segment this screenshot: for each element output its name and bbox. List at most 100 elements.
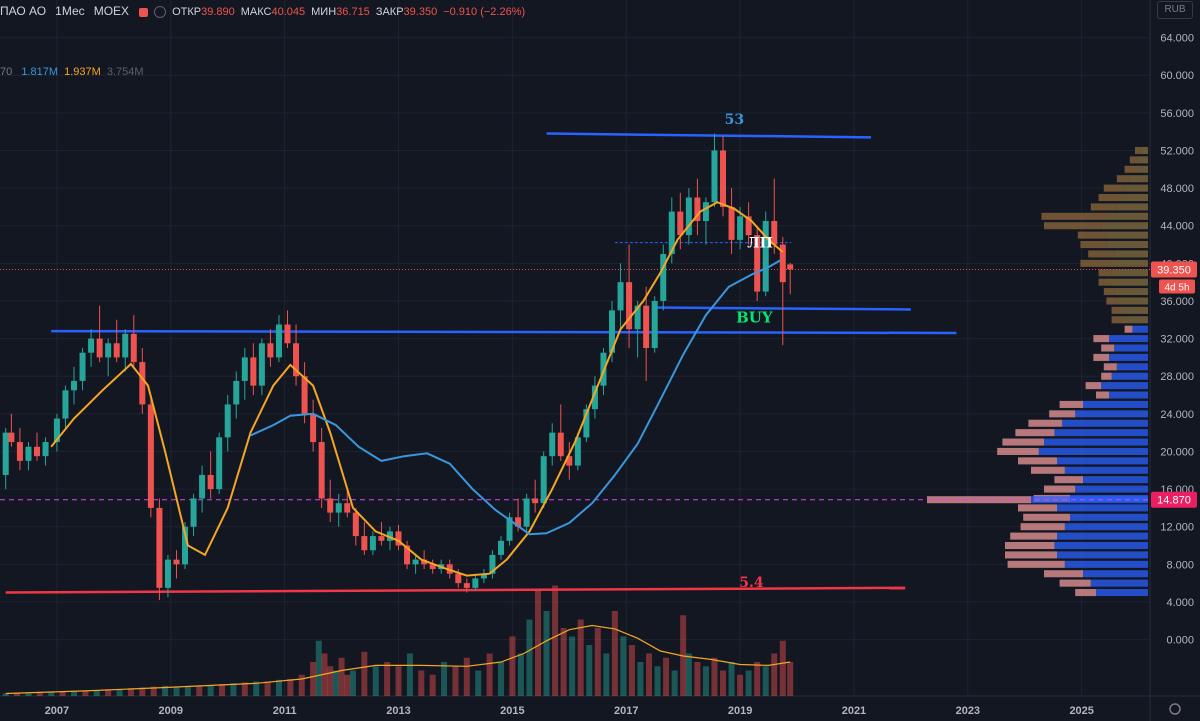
candle-body xyxy=(88,338,95,353)
candle-body xyxy=(335,503,342,513)
volume-bar xyxy=(59,691,66,696)
profile-bar-down xyxy=(1093,335,1109,343)
volume-bar xyxy=(71,690,78,696)
profile-bar-up xyxy=(1114,250,1148,258)
candle-body xyxy=(369,536,376,551)
candle-body xyxy=(455,573,462,584)
y-tick-label: 12.000 xyxy=(1160,522,1194,534)
y-tick-label: 52.000 xyxy=(1160,145,1194,157)
candle-body xyxy=(404,545,411,565)
y-tick-label: 60.000 xyxy=(1160,70,1194,82)
volume-bar xyxy=(116,689,123,696)
level-line-major xyxy=(51,329,957,335)
gear-icon[interactable] xyxy=(1169,703,1181,715)
circle-icon[interactable] xyxy=(154,6,167,19)
volume-bar xyxy=(418,670,425,696)
volume-bar xyxy=(25,693,32,696)
profile-bar-down xyxy=(1101,372,1112,380)
candle-body xyxy=(130,333,137,363)
profile-bar-down xyxy=(1005,541,1055,550)
volume-bar xyxy=(349,670,356,696)
candle-body xyxy=(497,540,504,555)
profile-bar-up xyxy=(1116,297,1148,305)
candle-body xyxy=(395,531,402,546)
profile-bar-down xyxy=(1093,353,1109,361)
volume-bar xyxy=(310,662,317,696)
ma_slow-line xyxy=(250,259,781,536)
volume-legend-v1: 1.817M xyxy=(21,66,59,78)
candle-body xyxy=(668,211,675,254)
profile-bar-down xyxy=(1098,269,1112,277)
candle-body xyxy=(8,432,15,443)
candle-body xyxy=(651,300,658,348)
profile-bar-down xyxy=(1111,316,1122,324)
x-tick-label: 2019 xyxy=(728,705,752,717)
volume-bar xyxy=(173,687,180,696)
profile-bar-up xyxy=(1062,419,1148,427)
candle-body xyxy=(660,253,667,301)
profile-bar-down xyxy=(1103,184,1125,192)
candle-body xyxy=(523,498,530,527)
close-label: ЗАКР xyxy=(375,6,404,18)
chart-header: ПАО АО 1Мес MOEX ОТКР39.890 МАКС40.045 МИН3… xyxy=(0,0,1150,22)
volume-bar xyxy=(162,685,169,696)
profile-bar-down xyxy=(1098,278,1109,286)
candle-body xyxy=(105,343,112,358)
profile-bar-down xyxy=(1080,259,1109,267)
volume-bar xyxy=(594,628,601,696)
candle-body xyxy=(720,150,727,207)
volume-bar xyxy=(48,691,55,696)
volume-bar xyxy=(475,670,482,696)
red-square-icon[interactable] xyxy=(139,7,149,17)
profile-bar-down xyxy=(1028,419,1063,427)
profile-bar-up xyxy=(1109,391,1148,399)
profile-bar-up xyxy=(1132,325,1148,333)
candle-body xyxy=(532,498,539,504)
profile-bar-up xyxy=(1064,560,1148,568)
candle-body xyxy=(694,197,701,222)
profile-bar-up xyxy=(1057,504,1148,512)
profile-bar-down xyxy=(997,447,1039,455)
symbol-name[interactable]: ПАО АО xyxy=(0,4,47,18)
volume-bar xyxy=(452,666,459,696)
candle-body xyxy=(378,536,385,541)
profile-bar-up xyxy=(1070,513,1148,521)
ma_fast-line xyxy=(50,201,784,577)
volume-bar xyxy=(543,611,550,696)
profile-bar-down xyxy=(1101,344,1115,352)
candle-body xyxy=(515,517,522,527)
volume-bar xyxy=(327,666,334,696)
profile-bar-up xyxy=(1122,316,1148,324)
y-tick-label: 24.000 xyxy=(1160,409,1194,421)
horizontal-levels xyxy=(0,132,1150,594)
profile-bar-up xyxy=(1109,259,1148,267)
volume-bar xyxy=(36,692,43,696)
profile-bar-up xyxy=(1137,156,1148,164)
volume-bar xyxy=(315,640,322,696)
profile-bar-up xyxy=(1140,146,1148,155)
profile-bar-up xyxy=(1064,466,1148,474)
candle-body xyxy=(310,413,317,443)
interval[interactable]: 1Мес xyxy=(55,4,85,18)
profile-bar-down xyxy=(1077,231,1109,239)
y-tick-label: 48.000 xyxy=(1160,183,1194,195)
candle-body xyxy=(609,310,616,353)
profile-bar-down xyxy=(1098,193,1122,202)
volume-bar xyxy=(711,657,718,696)
profile-bar-down xyxy=(1044,570,1083,578)
currency-button[interactable]: RUB xyxy=(1157,1,1193,19)
profile-bar-down xyxy=(1075,589,1096,597)
profile-bar-up xyxy=(1057,457,1148,465)
countdown-bg xyxy=(1159,279,1195,294)
candles xyxy=(2,133,794,601)
y-tick-label: 44.000 xyxy=(1160,221,1194,233)
volume-bar xyxy=(552,585,559,696)
candle-body xyxy=(506,517,513,541)
volume-bar xyxy=(441,662,448,696)
profile-bar-up xyxy=(1122,306,1148,314)
candle-body xyxy=(139,362,146,405)
profile-bar-up xyxy=(1111,372,1148,380)
candle-body xyxy=(267,343,274,358)
profile-bar-up xyxy=(1054,541,1148,550)
